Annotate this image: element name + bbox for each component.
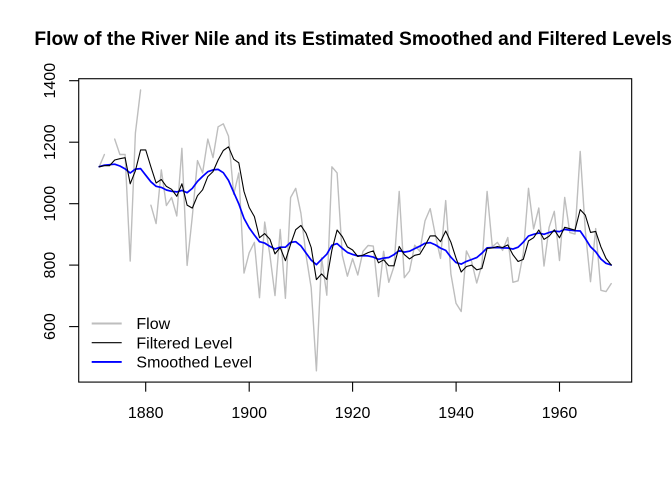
svg-text:1000: 1000 (42, 186, 59, 222)
svg-text:Smoothed Level: Smoothed Level (136, 355, 252, 372)
svg-text:1920: 1920 (335, 405, 371, 422)
svg-text:Flow of the River Nile and its: Flow of the River Nile and its Estimated… (34, 29, 672, 50)
svg-text:800: 800 (42, 252, 59, 279)
svg-text:Flow: Flow (136, 316, 170, 333)
svg-text:Filtered Level: Filtered Level (136, 335, 232, 352)
svg-text:1200: 1200 (42, 124, 59, 160)
svg-text:1940: 1940 (438, 405, 474, 422)
svg-text:1900: 1900 (231, 405, 267, 422)
svg-text:1880: 1880 (128, 405, 164, 422)
svg-text:600: 600 (42, 313, 59, 340)
svg-text:1400: 1400 (42, 63, 59, 99)
svg-text:1960: 1960 (542, 405, 578, 422)
